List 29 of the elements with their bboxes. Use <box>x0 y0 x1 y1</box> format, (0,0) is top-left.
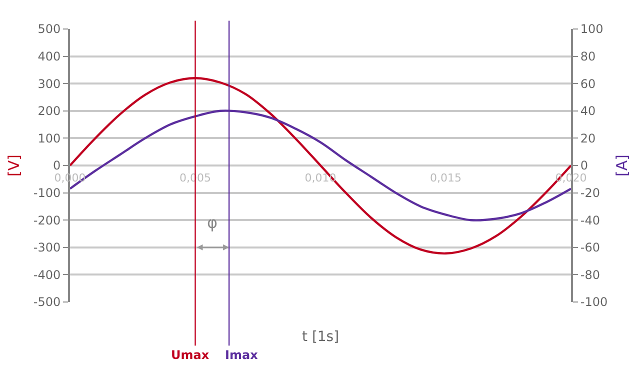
y-tick-label: 0 <box>52 158 61 173</box>
y2-tick-label: 40 <box>580 104 596 118</box>
y2-tick-label: -40 <box>580 213 600 228</box>
x-axis-title: t [1s] <box>302 329 340 345</box>
y-tick-label: 300 <box>38 76 61 91</box>
y-tick-label: 500 <box>38 22 61 36</box>
y-tick-label: 400 <box>38 50 61 64</box>
annotation: φ <box>207 213 218 232</box>
y2-tick-label: -20 <box>580 186 600 200</box>
y-axis-title: [V] <box>5 154 24 176</box>
y2-tick-label: 0 <box>580 158 588 173</box>
x-tick-label: 0,015 <box>430 172 462 184</box>
y2-tick-label: -80 <box>580 268 600 282</box>
y-tick-label: 100 <box>38 131 61 146</box>
ref-line-label: Umax <box>171 348 210 362</box>
y-tick-label: -400 <box>33 268 61 282</box>
y-tick-label: -100 <box>33 186 61 200</box>
y2-tick-label: 60 <box>580 76 596 91</box>
y2-tick-label: -60 <box>580 240 600 255</box>
y-tick-label: -200 <box>33 213 61 228</box>
y2-tick-label: 20 <box>580 131 596 146</box>
y2-axis-title: [A] <box>613 154 632 176</box>
y2-tick-label: 80 <box>580 50 596 64</box>
ref-line-label: Imax <box>225 348 258 362</box>
y2-tick-label: -100 <box>580 295 608 310</box>
y-tick-label: 200 <box>38 104 61 118</box>
y-tick-label: -500 <box>33 295 61 310</box>
y-tick-label: -300 <box>33 240 61 255</box>
y2-tick-label: 100 <box>580 22 604 36</box>
